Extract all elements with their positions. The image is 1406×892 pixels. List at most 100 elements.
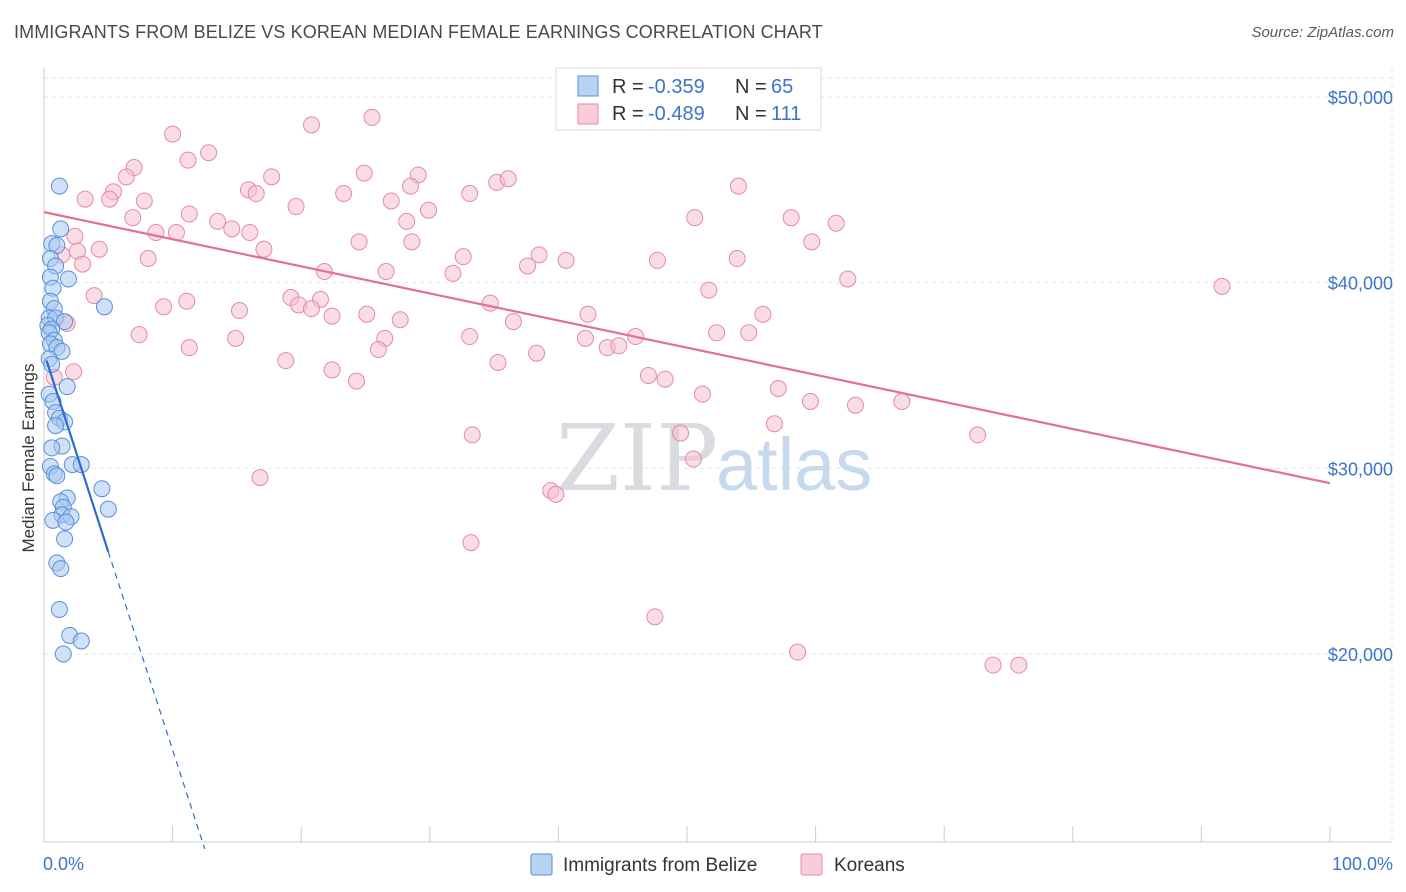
point-koreans xyxy=(124,209,142,227)
point-belize xyxy=(93,480,111,498)
series-koreans-points xyxy=(45,108,1231,674)
point-koreans xyxy=(789,643,807,661)
point-belize xyxy=(95,298,113,316)
point-koreans xyxy=(135,192,153,210)
point-koreans xyxy=(684,450,702,468)
point-koreans xyxy=(139,250,157,268)
point-belize xyxy=(59,270,77,288)
legend-swatch-belize xyxy=(577,75,599,97)
point-belize xyxy=(53,342,71,360)
stats-legend-box xyxy=(555,67,822,131)
point-koreans xyxy=(76,190,94,208)
point-belize xyxy=(56,313,74,331)
point-koreans xyxy=(223,220,241,238)
point-koreans xyxy=(648,251,666,269)
point-koreans xyxy=(672,424,690,442)
point-koreans xyxy=(101,190,119,208)
point-koreans xyxy=(463,426,481,444)
point-koreans xyxy=(164,125,182,143)
point-koreans xyxy=(350,233,368,251)
point-belize xyxy=(56,530,74,548)
point-koreans xyxy=(969,426,987,444)
point-koreans xyxy=(729,177,747,195)
point-koreans xyxy=(398,212,416,230)
point-koreans xyxy=(765,415,783,433)
point-koreans xyxy=(827,214,845,232)
legend-n-value-belize: 65 xyxy=(771,76,793,98)
point-koreans xyxy=(1213,277,1231,295)
point-koreans xyxy=(200,144,218,162)
point-koreans xyxy=(74,255,92,273)
point-koreans xyxy=(335,185,353,203)
point-belize xyxy=(58,378,76,396)
point-koreans xyxy=(801,392,819,410)
point-belize xyxy=(43,439,61,457)
point-belize xyxy=(54,645,72,663)
watermark: ZIP atlas xyxy=(556,405,872,512)
point-koreans xyxy=(363,108,381,126)
legend-r-label-belize: R = xyxy=(612,76,644,98)
point-koreans xyxy=(610,337,628,355)
point-koreans xyxy=(402,177,420,195)
point-koreans xyxy=(347,372,365,390)
axes xyxy=(43,68,1392,843)
point-koreans xyxy=(178,292,196,310)
point-koreans xyxy=(481,294,499,312)
point-belize xyxy=(57,513,75,531)
point-koreans xyxy=(247,185,265,203)
point-koreans xyxy=(462,534,480,552)
legend-n-label-koreans: N = xyxy=(735,103,767,125)
point-koreans xyxy=(323,307,341,325)
trend-line-belize-extension xyxy=(107,551,206,850)
point-koreans xyxy=(377,263,395,281)
point-koreans xyxy=(147,224,165,242)
point-koreans xyxy=(769,379,787,397)
point-koreans xyxy=(420,201,438,219)
point-koreans xyxy=(454,248,472,266)
y-tick-label: $30,000 xyxy=(1328,459,1393,479)
point-koreans xyxy=(66,227,84,245)
series-legend: Immigrants from Belize Koreans xyxy=(530,853,905,876)
point-belize xyxy=(52,220,70,238)
point-koreans xyxy=(846,396,864,414)
y-tick-label: $20,000 xyxy=(1328,645,1393,665)
point-koreans xyxy=(740,324,758,342)
point-belize xyxy=(72,456,90,474)
point-koreans xyxy=(287,198,305,216)
point-koreans xyxy=(461,328,479,346)
point-koreans xyxy=(117,168,135,186)
point-koreans xyxy=(403,233,421,251)
point-koreans xyxy=(708,324,726,342)
point-koreans xyxy=(382,192,400,210)
trend-line-belize xyxy=(45,360,110,553)
point-koreans xyxy=(656,370,674,388)
trend-lines xyxy=(43,211,1331,850)
point-koreans xyxy=(355,164,373,182)
point-koreans xyxy=(209,212,227,230)
point-koreans xyxy=(130,326,148,344)
point-belize xyxy=(72,632,90,650)
point-belize xyxy=(50,177,68,195)
series-legend-swatch-koreans xyxy=(800,853,823,876)
point-koreans xyxy=(90,240,108,258)
point-koreans xyxy=(358,305,376,323)
y-axis-label: Median Female Earnings xyxy=(19,364,38,553)
legend-n-label-belize: N = xyxy=(735,76,767,98)
point-koreans xyxy=(263,168,281,186)
watermark-atlas: atlas xyxy=(716,423,872,506)
point-koreans xyxy=(391,311,409,329)
point-koreans xyxy=(255,240,273,258)
point-koreans xyxy=(547,485,565,503)
x-tick-label: 0.0% xyxy=(43,854,84,874)
point-koreans xyxy=(646,608,664,626)
point-koreans xyxy=(686,209,704,227)
x-tick-labels: 0.0% 100.0% xyxy=(43,854,1393,874)
point-koreans xyxy=(323,361,341,379)
point-belize xyxy=(48,467,66,485)
grid-lines xyxy=(44,68,1393,842)
point-koreans xyxy=(277,352,295,370)
legend-n-value-koreans: 111 xyxy=(771,103,801,125)
point-koreans xyxy=(230,302,248,320)
point-koreans xyxy=(489,354,507,372)
